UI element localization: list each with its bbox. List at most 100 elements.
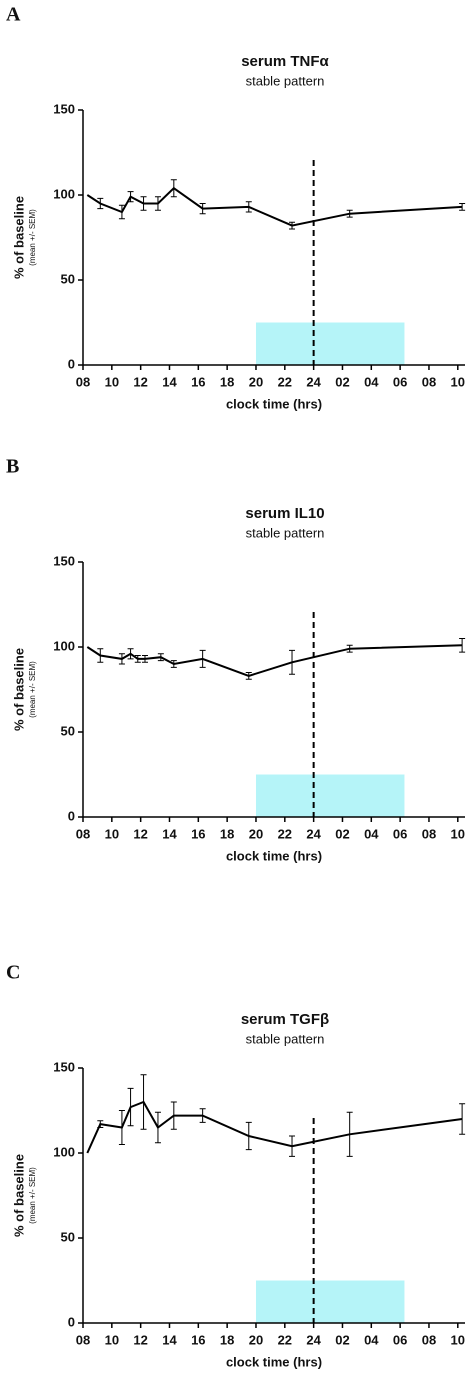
data-line: [86, 644, 463, 677]
error-bar: [289, 221, 296, 230]
error-bar: [346, 209, 353, 218]
x-tick-label: 08: [422, 1332, 436, 1347]
x-tick-label: 18: [220, 374, 234, 389]
y-tick-label: 0: [68, 1314, 75, 1329]
chart-subtitle: stable pattern: [246, 73, 325, 88]
error-bar: [289, 1135, 296, 1157]
error-bar: [459, 638, 466, 653]
x-tick-label: 10: [451, 826, 465, 841]
x-tick-label: 04: [364, 1332, 379, 1347]
y-tick-label: 0: [68, 356, 75, 371]
y-tick-label: 150: [53, 553, 75, 568]
error-bar: [157, 653, 164, 662]
error-bar: [245, 1121, 252, 1151]
x-tick-label: 16: [191, 1332, 205, 1347]
x-tick-label: 22: [278, 374, 292, 389]
error-bar: [459, 1103, 466, 1135]
x-tick-label: 22: [278, 1332, 292, 1347]
x-tick-label: 10: [105, 826, 119, 841]
x-axis-label: clock time (hrs): [226, 396, 322, 411]
y-tick-label: 100: [53, 186, 75, 201]
x-tick-label: 14: [162, 1332, 177, 1347]
error-bar: [346, 1111, 353, 1157]
error-bar: [97, 1120, 104, 1128]
x-tick-label: 04: [364, 826, 379, 841]
x-tick-label: 06: [393, 826, 407, 841]
y-tick-label: 100: [53, 638, 75, 653]
x-tick-label: 10: [451, 374, 465, 389]
error-bar: [127, 1087, 134, 1127]
error-bar: [127, 191, 134, 203]
y-axis-label: % of baseline: [11, 196, 26, 279]
y-tick-label: 150: [53, 101, 75, 116]
x-tick-label: 14: [162, 374, 177, 389]
x-tick-label: 12: [133, 826, 147, 841]
error-bar: [154, 196, 161, 211]
error-bar: [134, 655, 141, 663]
error-bar: [154, 1111, 161, 1144]
x-tick-label: 18: [220, 1332, 234, 1347]
x-tick-label: 02: [335, 374, 349, 389]
x-tick-label: 02: [335, 1332, 349, 1347]
error-bar: [97, 648, 104, 663]
chart-subtitle: stable pattern: [246, 1031, 325, 1046]
x-tick-label: 12: [133, 1332, 147, 1347]
panel-letter: C: [6, 962, 20, 984]
x-tick-label: 04: [364, 374, 379, 389]
error-bar: [199, 649, 206, 668]
error-bar: [199, 203, 206, 215]
x-tick-label: 18: [220, 826, 234, 841]
error-bar: [118, 204, 125, 220]
x-tick-label: 20: [249, 1332, 263, 1347]
error-bar: [141, 655, 148, 663]
y-axis-note: (mean +/- SEM): [28, 1167, 37, 1224]
error-bar: [245, 672, 252, 680]
y-axis-note: (mean +/- SEM): [28, 209, 37, 266]
y-tick-label: 50: [61, 1229, 75, 1244]
error-bar: [170, 1101, 177, 1130]
error-bar: [170, 179, 177, 198]
x-tick-label: 08: [422, 374, 436, 389]
x-tick-label: 08: [76, 826, 90, 841]
data-line: [86, 1100, 463, 1154]
data-line: [86, 186, 463, 227]
x-tick-label: 08: [422, 826, 436, 841]
y-tick-label: 50: [61, 271, 75, 286]
y-tick-label: 50: [61, 723, 75, 738]
y-axis-label: % of baseline: [11, 1154, 26, 1237]
error-bar: [118, 1110, 125, 1145]
shaded-period: [255, 1280, 405, 1323]
x-tick-label: 16: [191, 826, 205, 841]
chart-title: serum TNFα: [241, 53, 329, 70]
x-tick-label: 24: [306, 826, 321, 841]
y-tick-label: 0: [68, 808, 75, 823]
chart-title: serum TGFβ: [241, 1011, 329, 1028]
x-tick-label: 24: [306, 374, 321, 389]
error-bar: [459, 203, 466, 211]
y-tick-label: 100: [53, 1144, 75, 1159]
y-axis-note: (mean +/- SEM): [28, 661, 37, 718]
x-tick-label: 14: [162, 826, 177, 841]
error-bar: [199, 1108, 206, 1123]
x-tick-label: 10: [105, 1332, 119, 1347]
x-tick-label: 02: [335, 826, 349, 841]
error-bar: [245, 201, 252, 213]
x-tick-label: 22: [278, 826, 292, 841]
chart-title: serum IL10: [245, 505, 324, 522]
error-bar: [127, 648, 134, 660]
shaded-period: [255, 322, 405, 365]
x-tick-label: 16: [191, 374, 205, 389]
x-tick-label: 20: [249, 826, 263, 841]
panel-letter: B: [6, 456, 19, 478]
y-axis-label: % of baseline: [11, 648, 26, 731]
error-bar: [170, 660, 177, 668]
x-tick-label: 10: [105, 374, 119, 389]
chart-subtitle: stable pattern: [246, 525, 325, 540]
error-bar: [346, 644, 353, 653]
x-tick-label: 08: [76, 1332, 90, 1347]
x-tick-label: 12: [133, 374, 147, 389]
x-tick-label: 20: [249, 374, 263, 389]
x-tick-label: 06: [393, 374, 407, 389]
y-tick-label: 150: [53, 1059, 75, 1074]
